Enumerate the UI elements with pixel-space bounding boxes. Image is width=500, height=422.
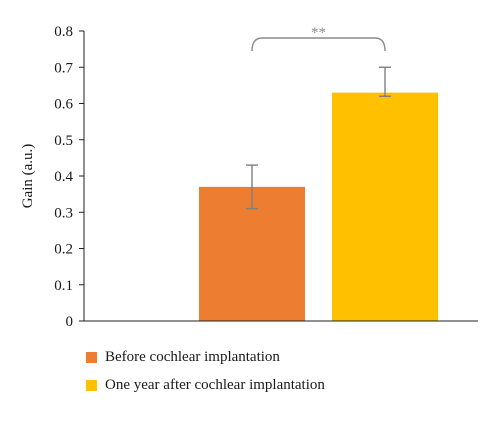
legend-item-after: One year after cochlear implantation <box>86 377 325 393</box>
legend: Before cochlear implantation One year af… <box>86 349 325 405</box>
y-tick-label: 0.3 <box>54 205 73 221</box>
y-tick-label: 0 <box>66 314 74 330</box>
legend-swatch-after <box>86 379 97 391</box>
y-tick-label: 0.2 <box>54 242 73 258</box>
y-tick-label: 0.4 <box>54 169 73 185</box>
y-tick-label: 0.8 <box>54 24 73 40</box>
y-tick-label: 0.1 <box>54 278 73 294</box>
y-axis: 0 0.1 0.2 0.3 0.4 0.5 0.6 0.7 0.8 <box>54 24 85 330</box>
y-tick-label: 0.7 <box>54 60 73 76</box>
legend-label-after: One year after cochlear implantation <box>105 376 325 393</box>
y-tick-label: 0.6 <box>54 97 73 113</box>
legend-label-before: Before cochlear implantation <box>105 348 280 365</box>
y-axis-label: Gain (a.u.) <box>20 144 36 209</box>
bars <box>199 92 438 321</box>
error-bars <box>246 66 391 210</box>
bar-chart: 0 0.1 0.2 0.3 0.4 0.5 0.6 0.7 0.8 ** Gain (a.u.) <box>20 24 478 330</box>
significance-bracket-line <box>251 37 386 52</box>
significance-label: ** <box>311 25 326 41</box>
y-tick-label: 0.5 <box>54 133 73 149</box>
legend-swatch-before <box>86 351 97 363</box>
legend-item-before: Before cochlear implantation <box>86 349 325 365</box>
bar-after <box>332 92 438 321</box>
significance-bracket: ** <box>251 25 386 52</box>
